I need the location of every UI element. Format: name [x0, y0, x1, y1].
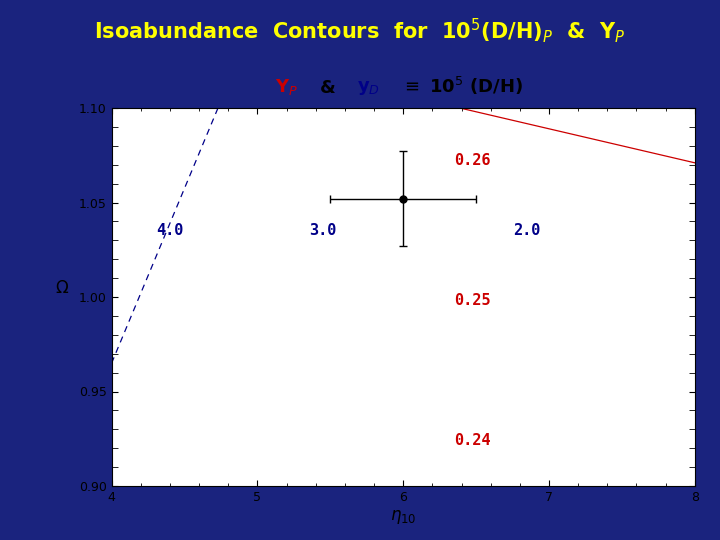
- Text: 4.0: 4.0: [156, 224, 184, 238]
- Text: &: &: [320, 79, 336, 97]
- Text: $\equiv$ 10$^5$ (D/H): $\equiv$ 10$^5$ (D/H): [400, 75, 523, 97]
- Y-axis label: $\Omega$: $\Omega$: [55, 279, 69, 297]
- Text: 3.0: 3.0: [310, 224, 337, 238]
- Text: 0.25: 0.25: [454, 293, 491, 308]
- X-axis label: $\eta_{10}$: $\eta_{10}$: [390, 508, 416, 526]
- Text: 0.26: 0.26: [454, 153, 491, 168]
- Text: y$_D$: y$_D$: [356, 79, 379, 97]
- Text: Y$_P$: Y$_P$: [275, 77, 298, 97]
- Text: Isoabundance  Contours  for  10$^5$(D/H)$_P$  &  Y$_P$: Isoabundance Contours for 10$^5$(D/H)$_P…: [94, 16, 626, 45]
- Text: 0.24: 0.24: [454, 433, 491, 448]
- Text: 2.0: 2.0: [513, 224, 541, 238]
